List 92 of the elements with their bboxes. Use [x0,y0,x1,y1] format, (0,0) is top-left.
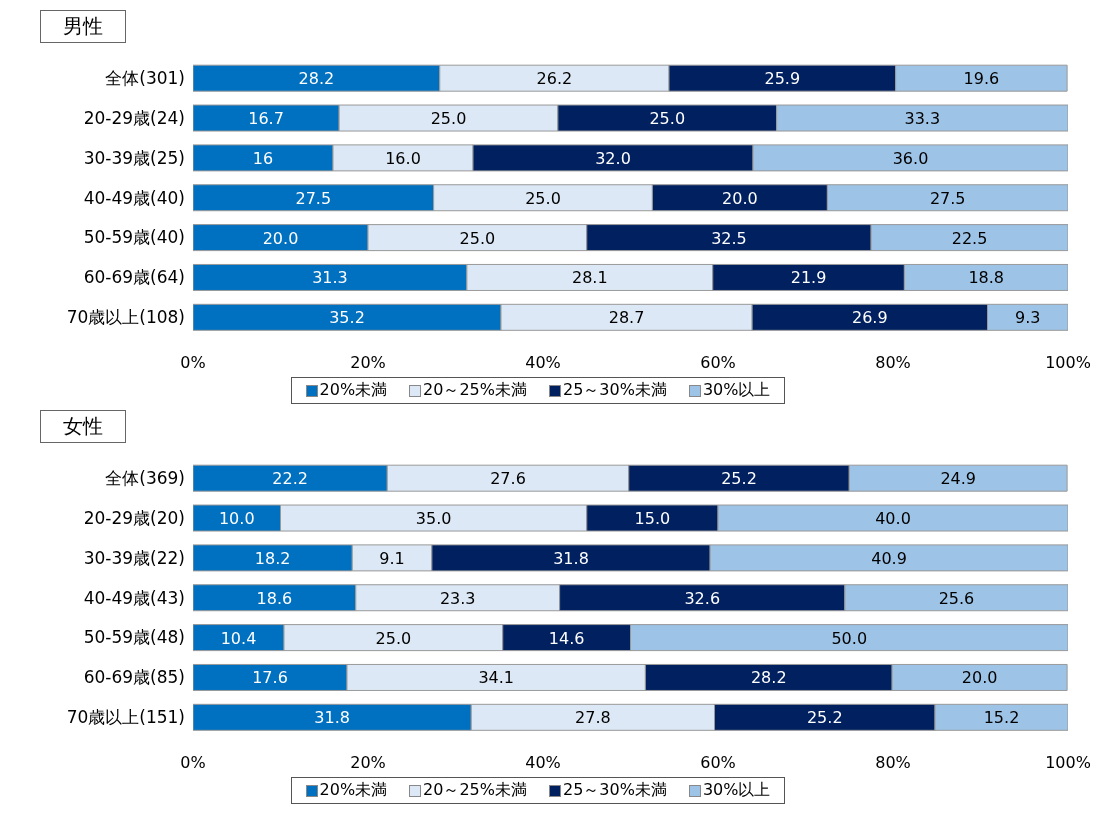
data-label: 16 [252,148,274,168]
legend-label: 20～25%未満 [422,380,527,401]
data-label: 25.2 [721,469,757,489]
data-label: 23.3 [439,588,476,608]
data-label: 16.0 [385,148,421,168]
data-label: 32.5 [711,228,747,248]
legend-label: 20%未満 [318,780,388,801]
data-label: 35.2 [329,308,365,328]
data-label: 50.0 [831,628,868,648]
data-label: 25.0 [430,109,467,129]
data-label: 25.9 [764,69,801,89]
x-tick-label: 60% [700,753,736,773]
data-label: 19.6 [963,69,1000,89]
y-tick-label: 60-69歳(64) [83,267,185,288]
data-label: 25.0 [525,188,561,208]
data-label: 15.2 [983,708,1020,728]
data-label: 25.0 [375,628,412,648]
chart-title: 女性 [40,410,126,443]
data-label: 27.5 [929,188,966,208]
data-label: 28.2 [750,668,787,688]
data-label: 26.9 [852,308,888,328]
x-tick-label: 80% [875,753,911,773]
data-label: 25.0 [649,109,686,129]
data-label: 25.6 [938,588,975,608]
y-tick-label: 20-29歳(24) [83,107,185,128]
data-label: 22.2 [272,469,308,489]
chart-title: 男性 [40,10,126,43]
data-label: 27.8 [575,708,611,728]
data-label: 17.6 [252,668,288,688]
data-label: 36.0 [892,148,929,168]
data-label: 40.0 [875,509,911,529]
data-label: 26.2 [536,69,573,89]
y-tick-label: 40-49歳(40) [83,187,185,208]
data-label: 15.0 [634,509,671,529]
data-label: 24.9 [940,469,976,489]
legend-label: 25～30%未満 [562,780,667,801]
data-label: 32.0 [595,148,631,168]
data-label: 28.2 [298,69,335,89]
data-label: 27.5 [295,188,332,208]
y-tick-label: 60-69歳(85) [83,667,185,688]
x-tick-label: 100% [1045,753,1091,773]
x-tick-label: 40% [525,753,561,773]
y-tick-label: 70歳以上(108) [66,307,185,328]
data-label: 25.2 [806,708,843,728]
y-tick-label: 30-39歳(25) [83,147,185,168]
x-tick-label: 20% [350,353,386,373]
x-tick-label: 0% [180,353,206,373]
data-label: 32.6 [684,588,721,608]
y-tick-label: 全体(301) [105,67,185,88]
data-label: 21.9 [790,268,827,288]
x-tick-label: 0% [180,753,206,773]
x-tick-label: 20% [350,753,386,773]
legend-label: 30%以上 [701,380,771,401]
data-label: 14.6 [548,628,585,648]
x-tick-label: 100% [1045,353,1091,373]
data-label: 22.5 [951,228,988,248]
y-tick-label: 50-59歳(40) [83,227,185,248]
data-label: 25.0 [459,228,496,248]
data-label: 20.0 [722,188,758,208]
legend-label: 20%未満 [318,380,388,401]
data-label: 9.3 [1015,308,1041,328]
y-tick-label: 40-49歳(43) [83,587,185,608]
x-tick-label: 60% [700,353,736,373]
data-label: 33.3 [904,109,941,129]
x-tick-label: 80% [875,353,911,373]
data-label: 27.6 [490,469,526,489]
legend-label: 20～25%未満 [422,780,527,801]
data-label: 18.6 [256,588,293,608]
y-tick-label: 全体(369) [105,467,185,488]
data-label: 28.7 [608,308,645,328]
data-label: 10.0 [218,509,255,529]
data-label: 28.1 [572,268,608,288]
x-tick-label: 40% [525,353,561,373]
data-label: 35.0 [415,509,452,529]
y-tick-label: 20-29歳(20) [83,507,185,528]
data-label: 31.8 [553,548,589,568]
data-label: 20.0 [262,228,299,248]
y-tick-label: 30-39歳(22) [83,547,185,568]
data-label: 40.9 [871,548,907,568]
data-label: 20.0 [961,668,998,688]
data-label: 18.2 [254,548,291,568]
y-tick-label: 50-59歳(48) [83,627,185,648]
data-label: 10.4 [220,628,257,648]
y-tick-label: 70歳以上(151) [66,707,185,728]
data-label: 34.1 [478,668,514,688]
data-label: 31.8 [314,708,350,728]
legend-label: 25～30%未満 [562,380,667,401]
legend-label: 30%以上 [701,780,771,801]
data-label: 31.3 [312,268,348,288]
data-label: 18.8 [968,268,1004,288]
data-label: 16.7 [248,109,284,129]
data-label: 9.1 [379,548,405,568]
